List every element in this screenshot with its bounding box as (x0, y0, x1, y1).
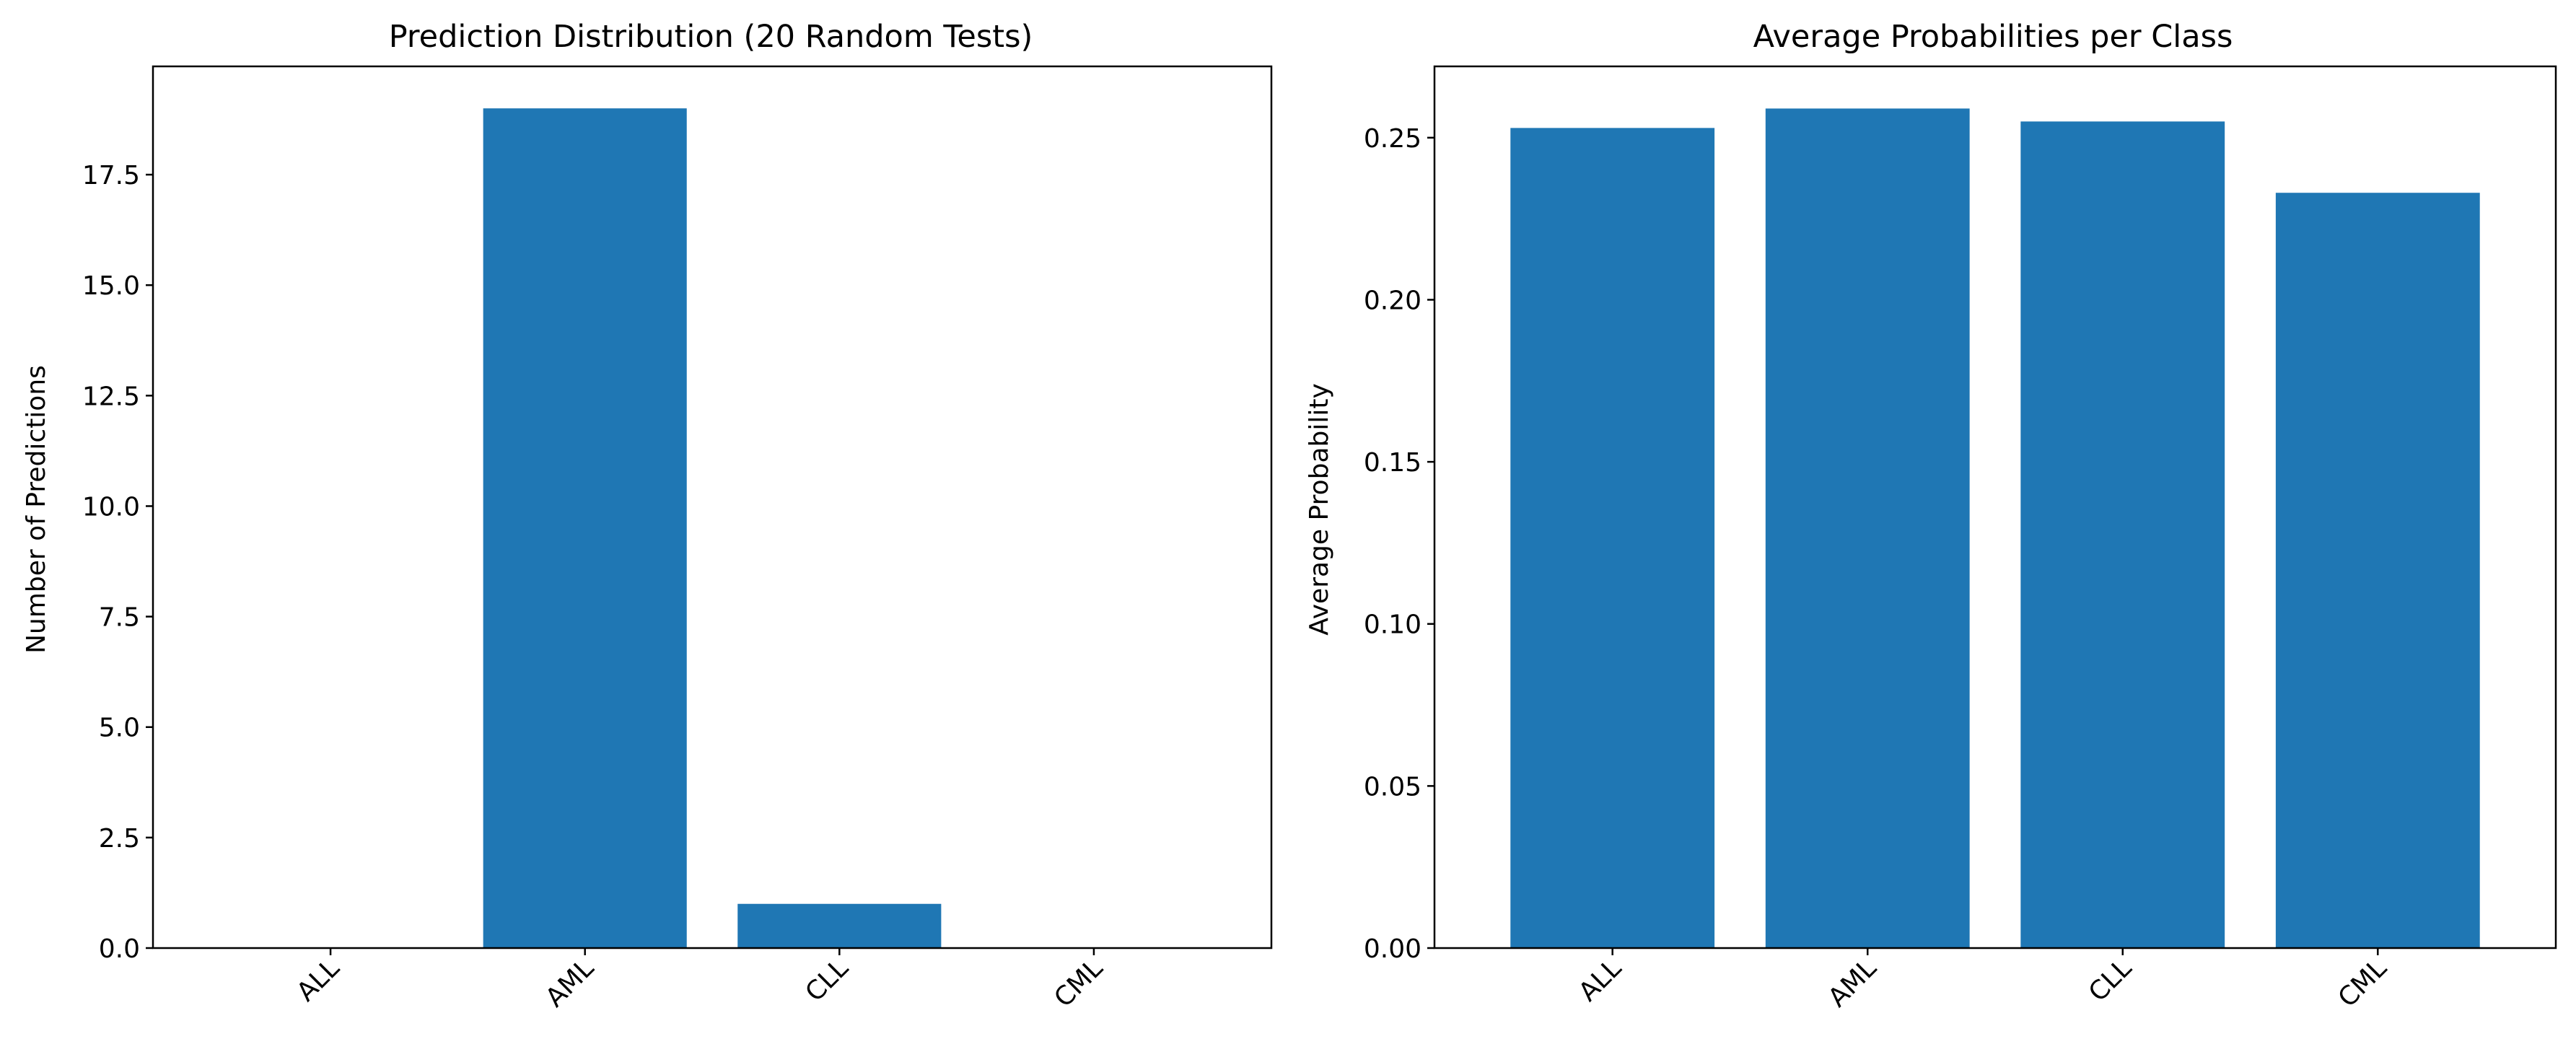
x-tick-label: CML (1048, 953, 1108, 1013)
x-tick-label: AML (1823, 953, 1883, 1013)
bar-all (1510, 128, 1715, 948)
x-axis-ticks: ALL AML CLL CML (292, 948, 1108, 1013)
y-tick-label: 0.0 (99, 934, 140, 964)
chart-prediction-distribution: Prediction Distribution (20 Random Tests… (22, 19, 1273, 1013)
x-tick-label: ALL (292, 953, 346, 1007)
y-axis-label: Number of Predictions (22, 365, 51, 654)
bar-aml (1765, 108, 1970, 948)
x-tick-label: CLL (800, 953, 854, 1007)
y-axis-ticks: 0.00 0.05 0.10 0.15 0.20 0.25 (1364, 124, 1434, 964)
y-tick-label: 17.5 (82, 161, 140, 190)
y-tick-label: 0.00 (1364, 934, 1421, 964)
y-tick-label: 15.0 (82, 271, 140, 301)
y-axis-label: Average Probability (1305, 383, 1334, 636)
y-tick-label: 12.5 (82, 382, 140, 411)
y-tick-label: 0.25 (1364, 124, 1421, 154)
bars (483, 108, 942, 949)
plot-area-frame (152, 65, 1273, 949)
x-tick-label: ALL (1573, 953, 1627, 1007)
bar-aml (483, 108, 687, 949)
y-tick-label: 0.15 (1364, 448, 1421, 478)
x-tick-label: CLL (2083, 953, 2137, 1007)
bar-cll (2020, 121, 2225, 948)
x-axis-ticks: ALL AML CLL CML (1573, 948, 2393, 1013)
y-tick-label: 0.05 (1364, 772, 1421, 802)
y-tick-label: 5.0 (99, 714, 140, 743)
y-tick-label: 0.10 (1364, 610, 1421, 640)
x-tick-label: CML (2333, 953, 2393, 1013)
chart-title: Prediction Distribution (20 Random Tests… (389, 19, 1033, 55)
bar-cll (737, 903, 942, 948)
bars (1510, 108, 2480, 948)
y-axis-ticks: 0.0 2.5 5.0 7.5 10.0 12.5 15.0 17.5 (82, 161, 153, 964)
chart-title: Average Probabilities per Class (1753, 19, 2233, 55)
y-tick-label: 10.0 (82, 492, 140, 522)
y-tick-label: 0.20 (1364, 286, 1421, 315)
plot-area-frame (1433, 65, 2557, 949)
y-tick-label: 7.5 (99, 603, 140, 633)
y-tick-label: 2.5 (99, 824, 140, 854)
x-tick-label: AML (540, 953, 600, 1013)
bar-cml (2275, 193, 2480, 948)
chart-average-probabilities: Average Probabilities per Class Average … (1305, 19, 2557, 1013)
